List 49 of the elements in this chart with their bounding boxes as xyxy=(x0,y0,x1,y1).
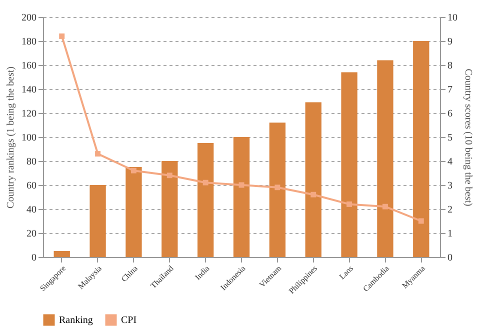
x-tick-label: India xyxy=(193,263,212,282)
y-tick-label: 200 xyxy=(22,12,36,24)
y2-tick-label: 7 xyxy=(448,84,452,96)
bar xyxy=(377,60,394,257)
bar xyxy=(341,72,358,257)
point xyxy=(95,151,101,157)
point xyxy=(166,172,172,178)
y-tick-label: 40 xyxy=(26,204,36,216)
bar xyxy=(54,251,70,257)
y2-tick-label: 2 xyxy=(448,204,452,216)
y-axis-title: Country rankings (1 being the best) xyxy=(6,66,16,208)
y2-tick-label: 0 xyxy=(448,252,452,264)
y2-axis-title: Country scores (10 being the best) xyxy=(462,68,474,206)
y-tick-label: 120 xyxy=(22,108,36,120)
legend-label: CPI xyxy=(121,315,137,326)
bar xyxy=(90,185,106,257)
bar xyxy=(269,122,286,257)
bar xyxy=(197,143,214,257)
y-tick-label: 60 xyxy=(26,180,36,192)
y2-tick-label: 9 xyxy=(448,36,452,48)
y-tick-label: 160 xyxy=(22,60,36,72)
point xyxy=(130,168,136,174)
y2-tick-label: 4 xyxy=(448,156,452,168)
point xyxy=(202,180,208,186)
bar xyxy=(413,41,430,257)
y2-tick-label: 3 xyxy=(448,180,452,192)
y-tick-label: 0 xyxy=(32,252,36,264)
legend-label: Ranking xyxy=(59,315,93,326)
y2-tick-label: 5 xyxy=(448,132,452,144)
point xyxy=(382,204,388,210)
y-tick-label: 100 xyxy=(22,132,36,144)
y-tick-label: 180 xyxy=(22,36,36,48)
point xyxy=(310,192,316,198)
bar xyxy=(233,137,250,257)
y2-tick-label: 6 xyxy=(448,108,452,120)
bar xyxy=(305,102,322,257)
y2-tick-label: 1 xyxy=(448,228,452,240)
y2-tick-label: 8 xyxy=(448,60,452,72)
bar xyxy=(126,167,142,257)
point xyxy=(418,218,424,224)
point xyxy=(59,33,65,39)
point xyxy=(346,201,352,207)
point xyxy=(274,184,280,190)
y2-tick-label: 10 xyxy=(448,12,458,24)
y-tick-label: 20 xyxy=(26,228,36,240)
x-tick-label: Laos xyxy=(338,264,355,282)
y-tick-label: 140 xyxy=(22,84,36,96)
bar xyxy=(162,161,178,257)
y-tick-label: 80 xyxy=(26,156,36,168)
